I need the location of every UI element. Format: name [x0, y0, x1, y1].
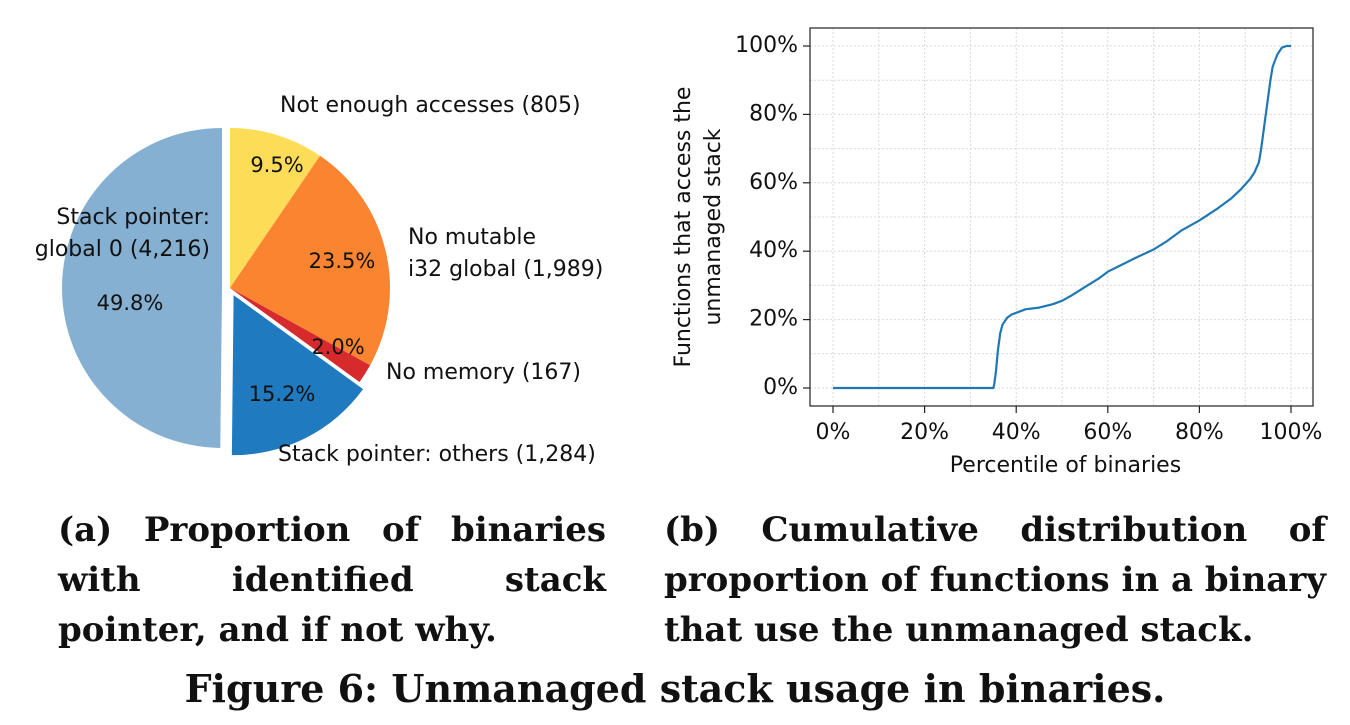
plot-frame [809, 27, 1314, 407]
pie-slice-label: Stack pointer: global 0 (4,216) [35, 205, 210, 262]
pie-slice-label: Not enough accesses (805) [280, 93, 581, 118]
pie-slice-percent-label: 2.0% [311, 335, 364, 359]
pie-slice-percent-label: 15.2% [249, 382, 316, 406]
pie-slice-label: No mutable i32 global (1,989) [408, 225, 603, 282]
x-tick-label: 0% [816, 420, 851, 445]
x-tick-label: 40% [992, 420, 1041, 445]
pie-slice-percent-label: 9.5% [250, 153, 303, 177]
y-tick-label: 20% [749, 307, 798, 332]
y-tick-label: 100% [735, 33, 798, 58]
subfigure-b-caption: (b) Cumulative distribution of proportio… [664, 510, 1326, 650]
y-tick-label: 40% [749, 238, 798, 263]
pie-chart: 9.5% Not enough accesses (805) 23.5% No mut… [35, 93, 604, 467]
cdf-series-line [833, 44, 1291, 390]
pie-slice-percent-label: 49.8% [97, 291, 164, 315]
pie-slice [230, 155, 390, 366]
y-axis-label: Functions that access the unmanaged stack [671, 87, 726, 368]
pie-slice-percent-label: 23.5% [309, 249, 376, 273]
pie-slice [230, 128, 321, 288]
x-axis-label: Percentile of binaries [950, 453, 1181, 478]
y-tick-label: 80% [749, 101, 798, 126]
pie-slice [231, 295, 364, 456]
figure-title: Figure 6: Unmanaged stack usage in binar… [184, 666, 1166, 711]
subfigure-a-caption: (a) Proportion of binaries with identifi… [58, 510, 606, 650]
pie-slice [230, 288, 371, 383]
y-tick-label: 0% [763, 375, 798, 400]
pie-slice [61, 127, 223, 448]
gridlines [810, 28, 1313, 406]
cdf-line-chart: 0% 20% 40% 60% 80% 100% 0% 20% 40% 60% 80% 100% Perc… [671, 27, 1323, 478]
x-tick-label: 100% [1260, 420, 1323, 445]
x-tick-label: 20% [900, 420, 949, 445]
x-tick-label: 60% [1083, 420, 1132, 445]
pie-slice-label: Stack pointer: others (1,284) [278, 442, 596, 467]
x-tick-label: 80% [1175, 420, 1224, 445]
y-tick-label: 60% [749, 170, 798, 195]
pie-slice-label: No memory (167) [386, 360, 581, 385]
